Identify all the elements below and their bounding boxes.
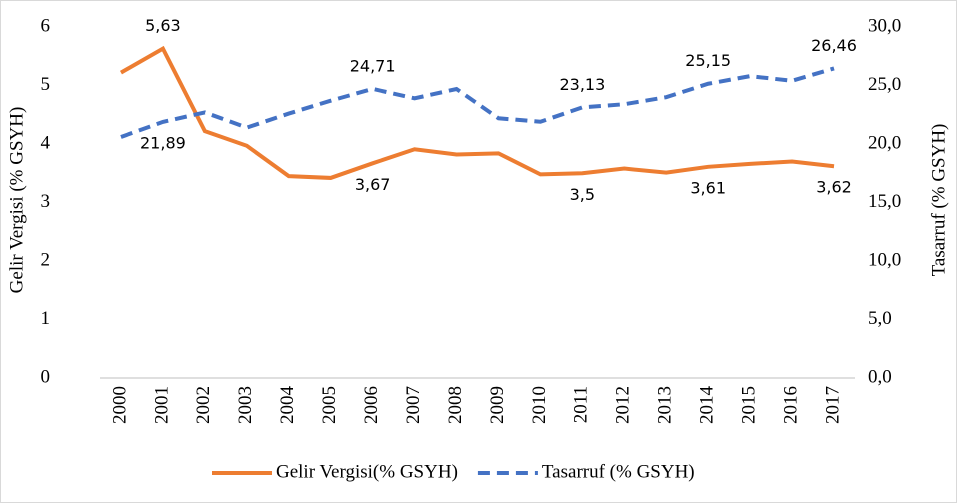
y-tick-label: 2 bbox=[41, 249, 51, 270]
series-line bbox=[119, 45, 835, 180]
y-tick-label: 5 bbox=[41, 74, 51, 95]
y-tick-label: 6 bbox=[41, 15, 51, 36]
x-tick-label: 2014 bbox=[697, 386, 718, 425]
x-tick-label: 2009 bbox=[487, 386, 508, 424]
x-tick-label: 2004 bbox=[277, 386, 298, 425]
y2-tick-label: 15,0 bbox=[868, 191, 901, 212]
y-tick-label: 0 bbox=[41, 366, 51, 387]
y2-tick-label: 25,0 bbox=[868, 74, 901, 95]
data-label: 21,89 bbox=[140, 133, 186, 152]
x-tick-label: 2003 bbox=[235, 386, 256, 424]
x-tick-label: 2010 bbox=[529, 386, 550, 424]
data-label: 3,62 bbox=[816, 178, 852, 197]
x-tick-label: 2006 bbox=[361, 386, 382, 424]
y2-tick-label: 30,0 bbox=[868, 15, 901, 36]
y2-axis-label: Tasarruf (% GSYH) bbox=[928, 124, 949, 277]
y-tick-label: 3 bbox=[41, 191, 51, 212]
x-tick-label: 2012 bbox=[613, 386, 634, 424]
data-label: 23,13 bbox=[559, 75, 605, 94]
data-label: 3,61 bbox=[690, 178, 726, 197]
y2-tick-label: 0,0 bbox=[868, 366, 892, 387]
data-label: 25,15 bbox=[685, 51, 731, 70]
x-tick-label: 2015 bbox=[738, 386, 759, 424]
x-tick-label: 2011 bbox=[571, 386, 592, 423]
data-label: 3,67 bbox=[355, 175, 391, 194]
x-tick-label: 2005 bbox=[319, 386, 340, 424]
x-tick-label: 2017 bbox=[822, 386, 843, 424]
x-tick-label: 2008 bbox=[445, 386, 466, 424]
x-tick-label: 2007 bbox=[403, 386, 424, 424]
x-tick-label: 2001 bbox=[151, 386, 172, 424]
legend-label: Gelir Vergisi(% GSYH) bbox=[276, 461, 458, 482]
x-tick-label: 2016 bbox=[780, 386, 801, 424]
x-tick-label: 2002 bbox=[193, 386, 214, 424]
y-tick-label: 1 bbox=[41, 308, 51, 329]
data-label: 26,46 bbox=[811, 36, 857, 55]
y-axis-label: Gelir Vergisi (% GSYH) bbox=[6, 107, 27, 294]
series-line bbox=[120, 66, 835, 139]
data-label: 3,5 bbox=[570, 185, 595, 204]
y2-tick-label: 20,0 bbox=[868, 132, 901, 153]
y2-tick-label: 10,0 bbox=[868, 249, 901, 270]
data-label: 24,71 bbox=[350, 56, 396, 75]
y-tick-label: 4 bbox=[41, 132, 51, 153]
data-label: 5,63 bbox=[145, 16, 181, 35]
x-tick-label: 2013 bbox=[655, 386, 676, 424]
x-tick-label: 2000 bbox=[109, 386, 130, 424]
y2-tick-label: 5,0 bbox=[868, 308, 892, 329]
legend-label: Tasarruf (% GSYH) bbox=[542, 461, 695, 482]
